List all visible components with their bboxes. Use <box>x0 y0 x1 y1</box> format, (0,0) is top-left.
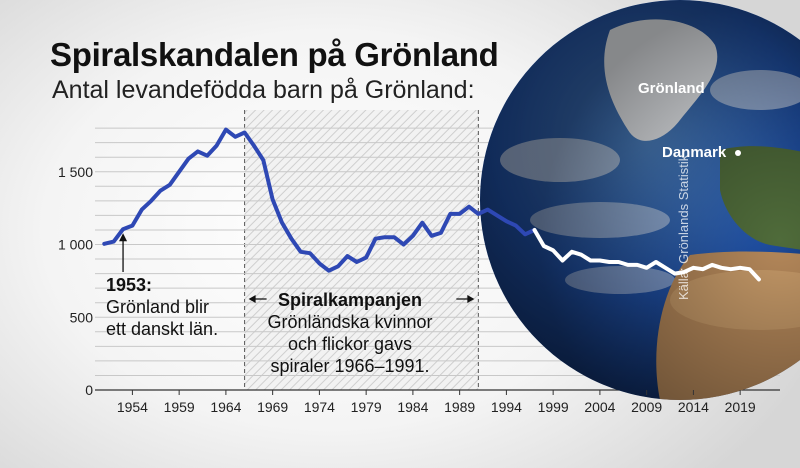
x-tick-label: 1994 <box>491 399 522 415</box>
x-tick-label: 1964 <box>210 399 241 415</box>
annotation-campaign-heading: Spiralkampanjen <box>277 290 423 310</box>
annotation-campaign-line1: Grönländska kvinnor <box>267 312 433 332</box>
source-note: Källa: Grönlands Statistik <box>676 154 691 300</box>
globe-label-denmark: Danmark <box>662 144 727 161</box>
annotation-1953-line2: ett danskt län. <box>106 319 219 339</box>
globe <box>480 0 800 400</box>
x-tick-label: 2009 <box>631 399 662 415</box>
series-line-2 <box>532 228 761 282</box>
x-tick-label: 2004 <box>584 399 615 415</box>
annotation-1953-line1: Grönland blir <box>106 297 210 317</box>
globe-label-greenland: Grönland <box>638 80 705 97</box>
chart-title: Spiralskandalen på Grönland <box>50 36 499 73</box>
chart-subtitle: Antal levandefödda barn på Grönland: <box>52 76 475 104</box>
x-tick-label: 1984 <box>397 399 428 415</box>
campaign-arrowhead-right <box>467 295 475 303</box>
annotation-campaign: Spiralkampanjen Grönländska kvinnor och … <box>250 289 450 377</box>
annotation-1953: 1953: Grönland blir ett danskt län. <box>106 274 218 340</box>
y-tick-label: 0 <box>85 382 93 398</box>
annotation-1953-arrowhead <box>119 233 128 242</box>
denmark-marker <box>735 150 741 156</box>
y-tick-label: 1 000 <box>58 237 93 253</box>
x-tick-label: 1999 <box>538 399 569 415</box>
annotation-1953-heading: 1953: <box>106 275 153 295</box>
series-layer <box>102 127 761 282</box>
x-tick-label: 1969 <box>257 399 288 415</box>
x-tick-label: 1974 <box>304 399 335 415</box>
x-tick-label: 1989 <box>444 399 475 415</box>
x-tick-label: 1959 <box>164 399 195 415</box>
annotation-campaign-line2: och flickor gavs <box>287 334 413 354</box>
y-tick-label: 1 500 <box>58 164 93 180</box>
x-tick-label: 1979 <box>351 399 382 415</box>
series-line-1 <box>102 127 537 273</box>
x-tick-label: 1954 <box>117 399 148 415</box>
x-tick-label: 2019 <box>725 399 756 415</box>
annotation-campaign-line3: spiraler 1966–1991. <box>270 356 430 376</box>
y-tick-label: 500 <box>70 309 94 325</box>
x-tick-label: 2014 <box>678 399 709 415</box>
campaign-arrowhead-left <box>248 295 256 303</box>
campaign-shaded-range <box>244 110 479 390</box>
shaded-range-area <box>244 110 479 390</box>
